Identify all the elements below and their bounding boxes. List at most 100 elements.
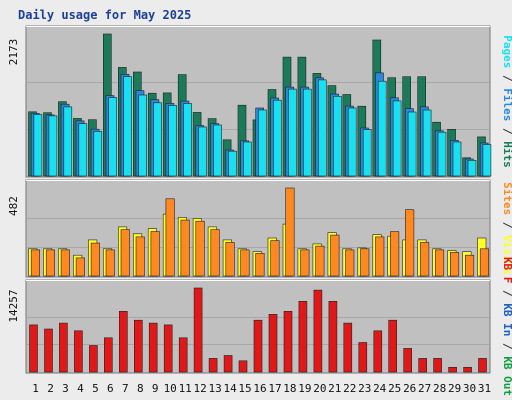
legend-entry: Sites xyxy=(501,182,512,215)
bar xyxy=(180,219,190,277)
x-tick-label: 27 xyxy=(418,382,431,395)
bar xyxy=(317,79,327,177)
bar xyxy=(283,310,293,373)
bar xyxy=(74,330,83,373)
bar xyxy=(193,287,203,373)
bar xyxy=(44,328,53,373)
bar xyxy=(270,240,280,277)
bar xyxy=(75,257,85,277)
legend-entry: KB Out xyxy=(501,356,512,396)
bar xyxy=(358,342,368,373)
bar xyxy=(223,355,233,373)
x-tick-label: 24 xyxy=(373,382,387,395)
x-tick-label: 29 xyxy=(448,382,461,395)
bar xyxy=(45,249,56,277)
bar xyxy=(138,94,147,177)
x-tick-label: 8 xyxy=(137,382,144,395)
legend-entry: Pages xyxy=(501,35,512,68)
bar xyxy=(253,319,263,373)
bar xyxy=(403,348,413,373)
bar xyxy=(119,310,128,373)
x-tick-label: 18 xyxy=(283,382,296,395)
legend-entry: / xyxy=(501,68,512,88)
panel-hits-files-pages: 2173 Pages / Files / Hits xyxy=(7,25,512,178)
x-tick-label: 30 xyxy=(463,382,476,395)
bar xyxy=(178,337,188,373)
bar xyxy=(48,115,58,177)
legend-entry: Hits xyxy=(501,141,512,168)
legend-entry: Visits xyxy=(501,235,512,275)
series-sites xyxy=(30,187,490,277)
bar xyxy=(238,360,248,373)
x-tick-label: 17 xyxy=(268,382,281,395)
bar xyxy=(168,105,177,177)
bar xyxy=(89,345,98,373)
bar xyxy=(108,97,117,177)
bar xyxy=(449,252,460,277)
bar xyxy=(150,231,160,277)
legend-entry: Files xyxy=(501,88,512,121)
bar xyxy=(418,358,428,373)
bar xyxy=(210,229,220,277)
x-tick-label: 11 xyxy=(179,382,192,395)
series-pages xyxy=(33,76,492,177)
bar xyxy=(448,366,457,373)
x-tick-label: 21 xyxy=(328,382,341,395)
bar xyxy=(135,236,145,277)
bar xyxy=(434,249,445,277)
x-tick-label: 2 xyxy=(47,382,54,395)
bar xyxy=(288,88,297,177)
bar xyxy=(78,123,88,177)
y-max-label: 2173 xyxy=(7,39,20,66)
panel-visits-sites: 482 Sites / Visits xyxy=(7,179,512,278)
bar xyxy=(315,245,325,277)
bar xyxy=(148,322,158,373)
bar xyxy=(392,100,402,177)
bar xyxy=(134,319,143,373)
bar xyxy=(433,358,442,373)
series-legend: Sites / Visits xyxy=(501,182,512,275)
bar xyxy=(153,102,162,177)
bar xyxy=(208,358,218,373)
bar xyxy=(478,358,487,373)
bar xyxy=(388,319,398,373)
bar xyxy=(225,242,235,277)
bar xyxy=(268,313,278,373)
x-tick-label: 28 xyxy=(433,382,446,395)
bar xyxy=(33,114,43,177)
bar xyxy=(464,254,475,277)
x-tick-label: 12 xyxy=(193,382,206,395)
bar xyxy=(302,88,312,177)
x-tick-label: 6 xyxy=(107,382,114,395)
bar xyxy=(375,236,385,277)
bar xyxy=(60,249,70,277)
bar xyxy=(422,109,432,177)
x-tick-label: 22 xyxy=(343,382,356,395)
bar xyxy=(243,141,252,177)
bar xyxy=(30,249,41,277)
bar xyxy=(390,231,400,277)
x-tick-label: 31 xyxy=(478,382,491,395)
x-tick-label: 10 xyxy=(164,382,177,395)
bar xyxy=(298,300,308,373)
bar xyxy=(285,187,295,277)
x-tick-label: 3 xyxy=(62,382,69,395)
x-tick-label: 20 xyxy=(313,382,326,395)
bar xyxy=(59,322,68,373)
legend-entry: KB F xyxy=(501,257,512,284)
bar xyxy=(258,109,267,177)
legend-entry: KB In xyxy=(501,303,512,336)
series-legend: Pages / Files / Hits xyxy=(501,35,512,168)
y-max-label: 482 xyxy=(7,196,20,216)
bar xyxy=(347,107,357,177)
bar xyxy=(452,141,462,177)
x-tick-label: 1 xyxy=(32,382,39,395)
bar xyxy=(360,248,370,277)
bar xyxy=(463,366,472,373)
bar xyxy=(120,229,130,277)
bar xyxy=(105,249,115,277)
x-tick-label: 14 xyxy=(223,382,237,395)
